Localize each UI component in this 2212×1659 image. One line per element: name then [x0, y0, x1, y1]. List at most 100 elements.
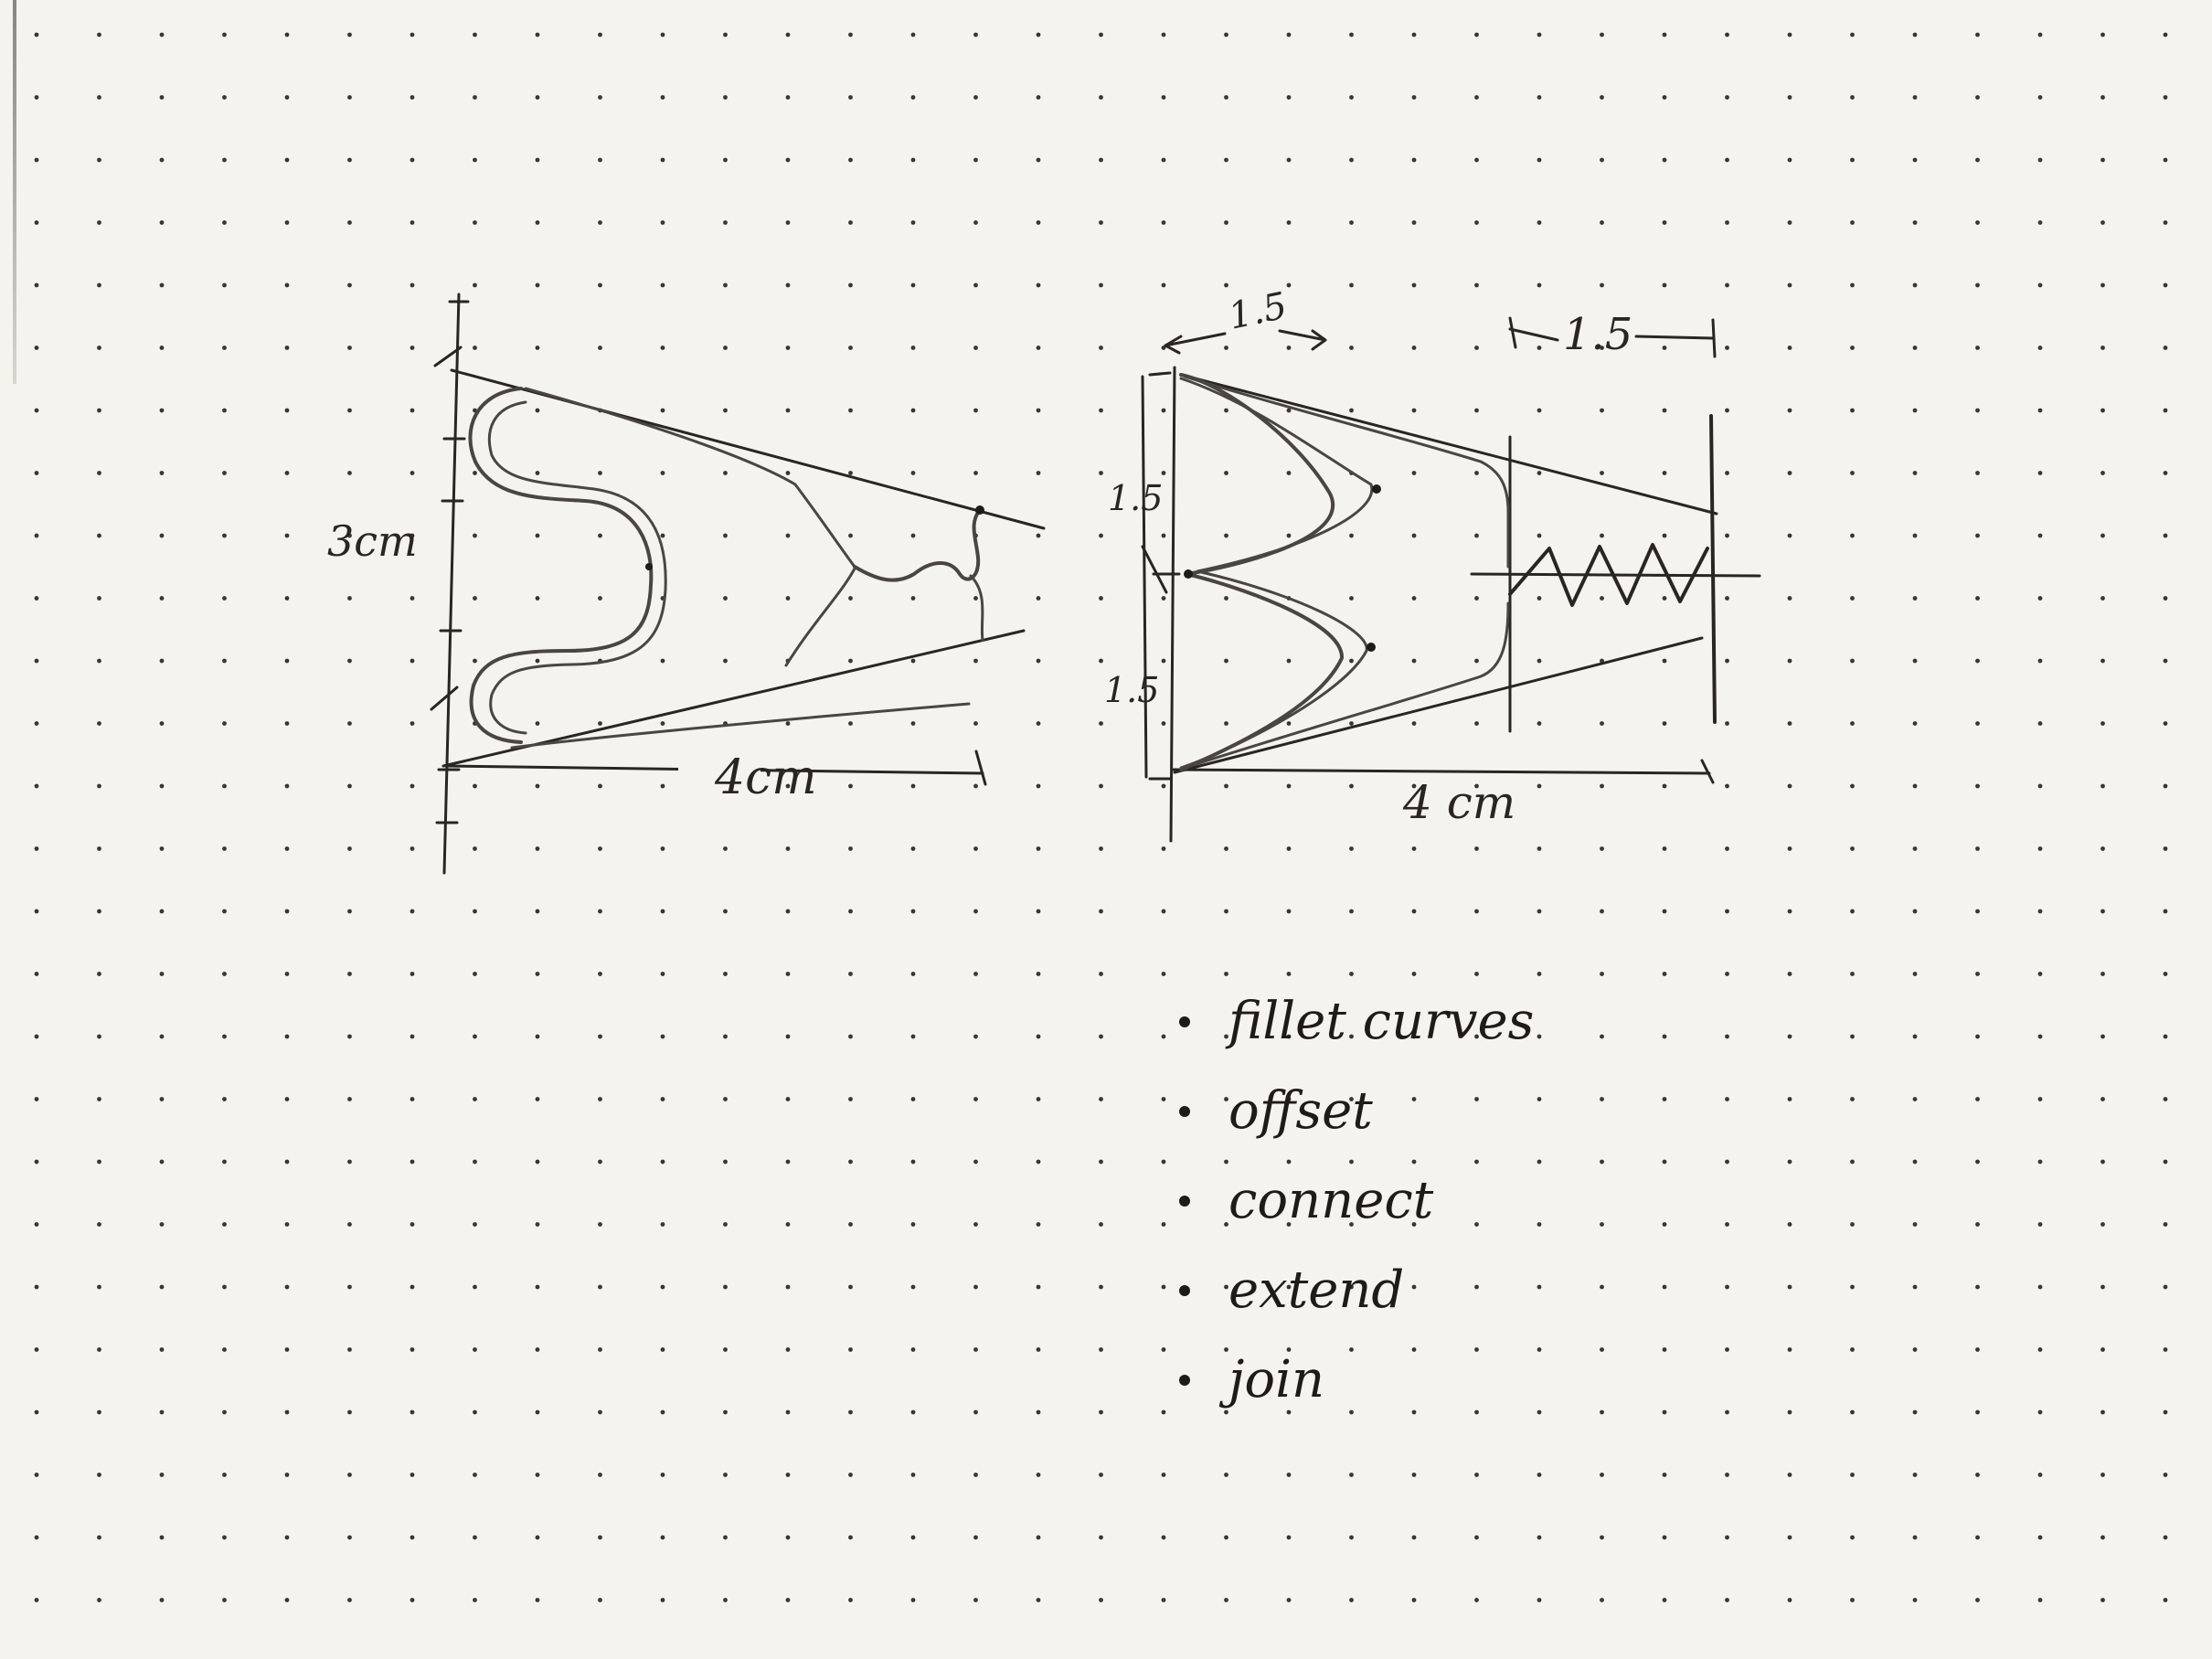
grid-dot [2100, 1159, 2105, 1164]
grid-dot [2100, 846, 2105, 851]
grid-dot [785, 1222, 791, 1227]
grid-dot [723, 346, 728, 350]
grid-dot [1349, 1347, 1354, 1352]
grid-dot [1224, 658, 1228, 664]
grid-dot [535, 972, 540, 976]
grid-dot [973, 408, 978, 413]
grid-dot [1036, 471, 1041, 475]
grid-dot [848, 1473, 853, 1477]
bullet-icon [1179, 1196, 1190, 1207]
grid-dot [1036, 783, 1041, 789]
grid-dot [2100, 1535, 2105, 1540]
grid-dot [723, 1347, 728, 1352]
grid-dot [910, 471, 916, 475]
grid-dot [2100, 32, 2105, 37]
grid-dot [1036, 1347, 1041, 1352]
grid-dot [1600, 1409, 1604, 1415]
grid-dot [660, 282, 665, 288]
grid-dot [222, 596, 227, 601]
grid-dot [409, 346, 415, 350]
grid-dot [1787, 783, 1792, 789]
grid-dot [848, 1097, 853, 1101]
grid-dot [2163, 157, 2168, 163]
grid-dot [723, 909, 728, 914]
grid-dot [284, 346, 290, 350]
grid-dot [2163, 32, 2168, 37]
grid-dot [159, 1598, 165, 1602]
bullet-icon [1179, 1285, 1190, 1296]
grid-dot [159, 1034, 165, 1039]
right-top-right-dim-left [1508, 316, 1559, 349]
grid-dot [1286, 972, 1292, 976]
grid-dot [34, 533, 39, 538]
grid-dot [785, 1535, 791, 1540]
grid-dot [347, 157, 352, 163]
grid-dot [1474, 1598, 1479, 1602]
grid-dot [222, 846, 227, 851]
grid-dot [1099, 1222, 1103, 1227]
grid-dot [1662, 1222, 1667, 1227]
grid-dot [598, 1473, 602, 1477]
grid-dot [1286, 95, 1292, 100]
note-text: extend [1228, 1260, 1405, 1320]
grid-dot [1662, 1347, 1667, 1352]
grid-dot [1725, 408, 1729, 413]
grid-dot [473, 220, 477, 225]
grid-dot [1912, 282, 1918, 288]
grid-dot [848, 1598, 853, 1602]
grid-dot [1224, 157, 1228, 163]
grid-dot [1099, 1598, 1103, 1602]
grid-dot [1099, 909, 1103, 914]
grid-dot [1912, 1159, 1918, 1164]
grid-dot [97, 533, 101, 538]
grid-dot [848, 1222, 853, 1227]
grid-dot [97, 1097, 101, 1101]
grid-dot [1600, 1097, 1604, 1101]
grid-dot [1912, 1034, 1918, 1039]
grid-dot [598, 909, 602, 914]
grid-dot [1286, 909, 1292, 914]
grid-dot [910, 596, 916, 601]
right-width-label: 4 cm [1402, 776, 1515, 829]
grid-dot [535, 1473, 540, 1477]
grid-dot [1411, 972, 1417, 976]
grid-dot [1349, 157, 1354, 163]
grid-dot [910, 1598, 916, 1602]
grid-dot [473, 1034, 477, 1039]
grid-dot [848, 846, 853, 851]
grid-dot [1474, 346, 1479, 350]
grid-dot [409, 1347, 415, 1352]
grid-dot [1474, 220, 1479, 225]
grid-dot [1600, 471, 1604, 475]
grid-dot [1662, 1034, 1667, 1039]
grid-dot [723, 220, 728, 225]
grid-dot [1912, 95, 1918, 100]
grid-dot [598, 1598, 602, 1602]
grid-dot [2100, 909, 2105, 914]
grid-dot [34, 1347, 39, 1352]
grid-dot [535, 346, 540, 350]
grid-dot [2163, 596, 2168, 601]
grid-dot [1099, 783, 1103, 789]
grid-dot [159, 471, 165, 475]
grid-dot [1099, 721, 1103, 726]
grid-dot [848, 220, 853, 225]
grid-dot [284, 596, 290, 601]
grid-dot [785, 346, 791, 350]
grid-dot [1537, 909, 1542, 914]
grid-dot [1975, 471, 1980, 475]
grid-dot [159, 157, 165, 163]
grid-dot [1850, 282, 1855, 288]
bullet-icon [1179, 1016, 1190, 1027]
right-horizontal-axis [1172, 768, 1711, 775]
grid-dot [97, 95, 101, 100]
grid-dot [2037, 1159, 2043, 1164]
grid-dot [1787, 346, 1792, 350]
grid-dot [973, 1347, 978, 1352]
grid-dot [97, 1473, 101, 1477]
grid-dot [1725, 596, 1729, 601]
grid-dot [723, 533, 728, 538]
grid-dot [535, 408, 540, 413]
left-u-inner-curve [487, 400, 667, 735]
grid-dot [2100, 346, 2105, 350]
